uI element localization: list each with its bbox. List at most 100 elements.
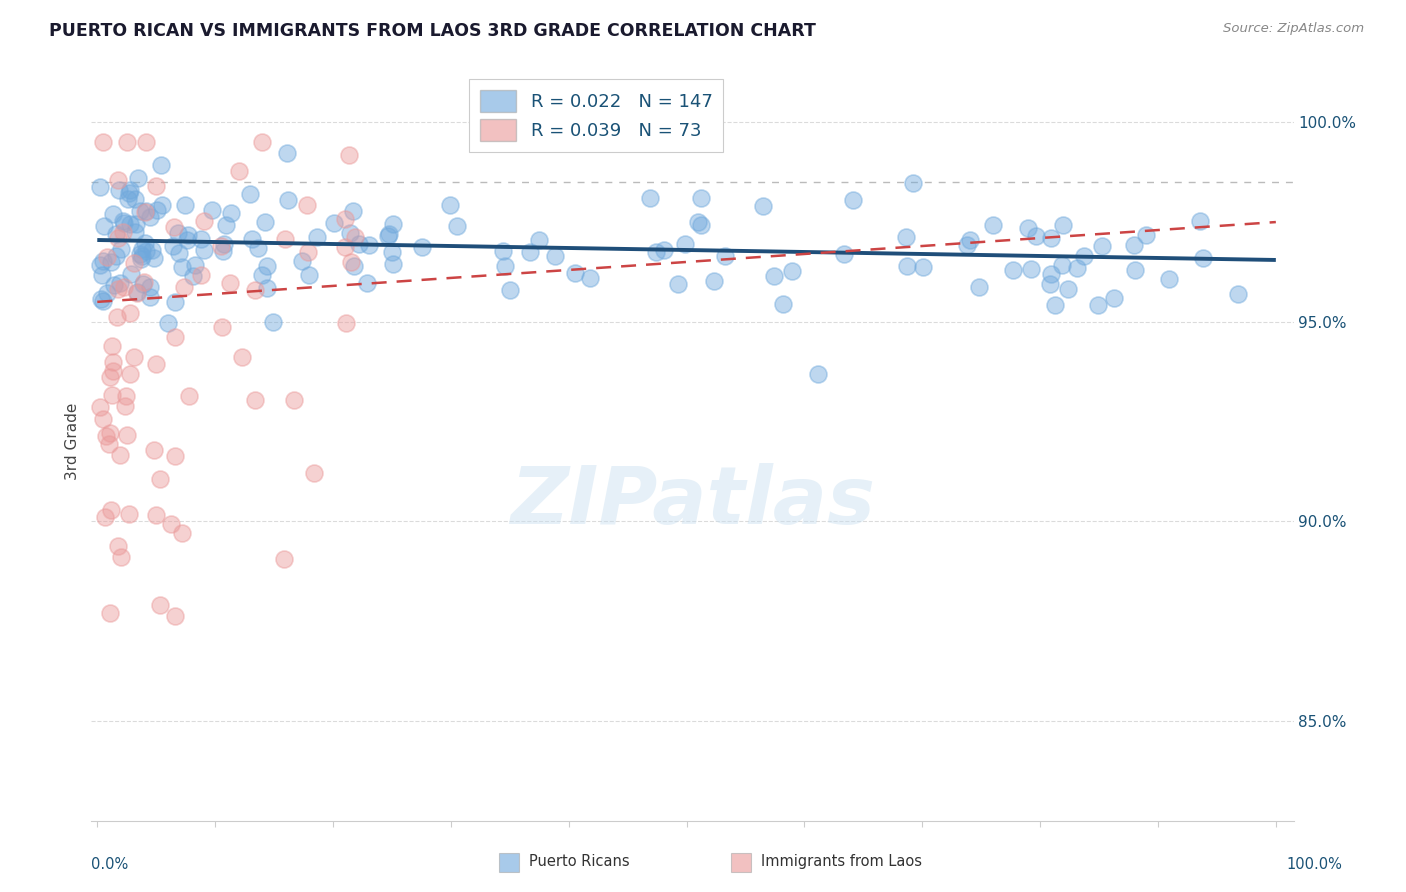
Point [381,217,404,231]
Point [160,516,183,531]
Point [104,249,127,263]
Point [135,244,157,258]
Point [703,274,725,288]
Point [340,254,363,268]
Point [105,310,128,324]
Point [90,292,112,306]
Point [640,191,662,205]
Point [149,472,172,486]
Point [94,509,117,524]
Point [894,229,917,244]
Point [150,197,173,211]
Point [1039,267,1062,281]
Point [101,364,124,378]
Point [780,264,803,278]
Point [118,306,141,320]
Point [277,193,299,207]
Point [98,425,121,440]
Point [108,184,131,198]
Point [125,285,148,300]
Point [262,315,284,329]
Point [215,219,238,233]
Y-axis label: 3rd Grade: 3rd Grade [65,403,80,480]
Point [107,172,129,186]
Point [347,236,370,251]
Point [1056,282,1078,296]
Point [101,339,124,353]
Point [176,233,198,247]
Point [1052,218,1074,232]
Point [142,442,165,457]
Point [1122,238,1144,252]
Point [1040,231,1063,245]
Point [1192,251,1215,265]
Text: 100.0%: 100.0% [1286,857,1343,872]
Point [149,158,172,172]
Point [1226,286,1249,301]
Point [181,268,204,283]
Point [446,219,468,233]
Point [94,429,117,443]
Point [752,199,775,213]
Point [307,230,329,244]
Point [193,243,215,257]
Point [344,230,367,244]
Point [1135,227,1157,242]
Point [1001,262,1024,277]
Point [527,233,550,247]
Point [163,609,186,624]
Point [107,231,129,245]
Point [381,244,404,259]
Point [219,206,242,220]
Point [256,259,278,273]
Point [239,187,262,202]
Point [162,239,184,253]
Point [211,320,233,334]
Point [250,268,273,282]
Point [122,350,145,364]
Point [100,503,122,517]
Point [492,244,515,258]
Text: Immigrants from Laos: Immigrants from Laos [761,854,922,869]
Point [89,179,111,194]
Text: PUERTO RICAN VS IMMIGRANTS FROM LAOS 3RD GRADE CORRELATION CHART: PUERTO RICAN VS IMMIGRANTS FROM LAOS 3RD… [49,22,815,40]
Point [762,268,785,283]
Point [145,357,167,371]
Point [132,275,155,289]
Point [138,280,160,294]
Point [139,210,162,224]
Point [1102,291,1125,305]
Point [96,251,118,265]
Point [1073,249,1095,263]
Point [335,240,357,254]
Point [1052,258,1074,272]
Point [228,164,250,178]
Point [112,225,135,239]
Point [1017,220,1039,235]
Point [108,448,131,462]
Point [163,330,186,344]
Point [912,260,935,274]
Point [564,266,586,280]
Point [91,293,114,308]
Point [129,203,152,218]
Point [128,246,150,260]
Point [243,392,266,407]
Point [138,290,160,304]
Point [124,225,146,239]
Point [291,254,314,268]
Point [122,255,145,269]
Point [117,508,139,522]
Point [132,277,155,291]
Point [1087,298,1109,312]
Point [179,389,201,403]
Point [273,551,295,566]
Point [107,282,129,296]
Point [335,316,357,330]
Point [1043,298,1066,312]
Point [134,205,156,219]
Point [110,242,132,256]
Point [381,257,404,271]
Point [127,171,149,186]
Text: Puerto Ricans: Puerto Ricans [529,854,630,869]
